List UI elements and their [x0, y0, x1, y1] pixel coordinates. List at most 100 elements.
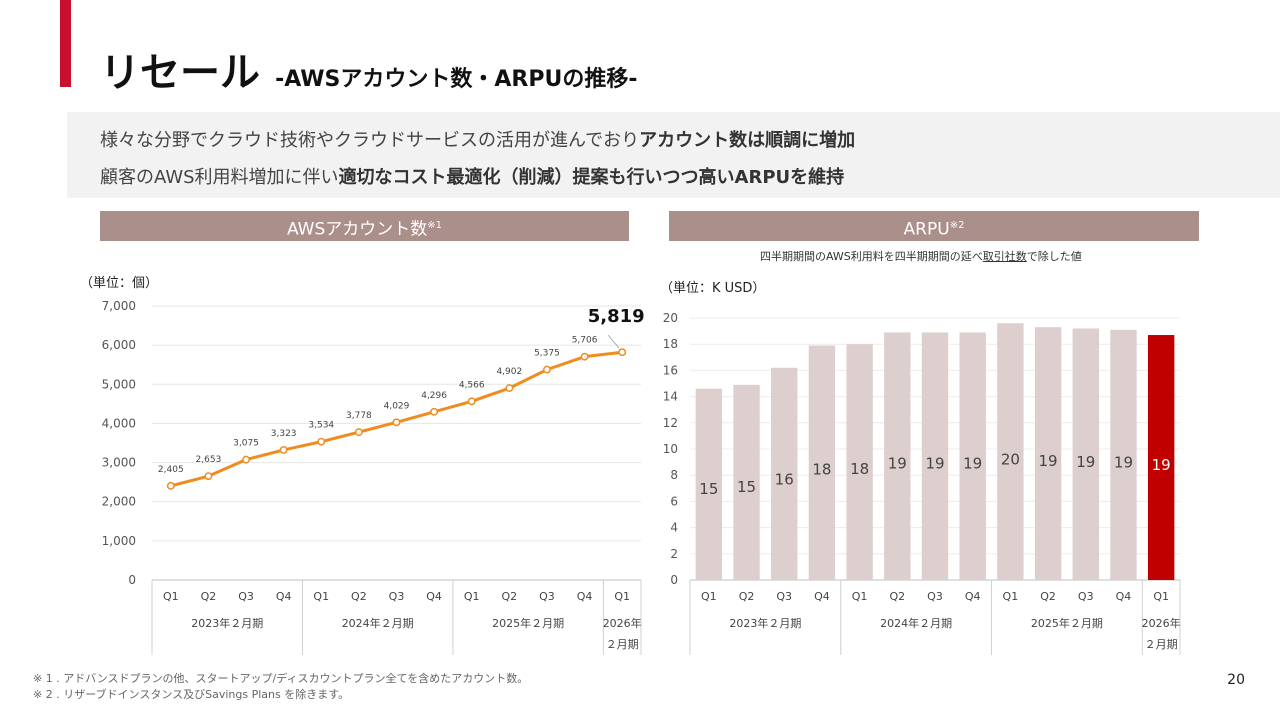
quarter-tick-label: Q4 — [965, 590, 981, 603]
arpu-data-label: 16 — [775, 471, 794, 489]
quarter-tick-label: Q2 — [201, 590, 217, 603]
y-tick-label: 5,000 — [102, 377, 136, 391]
summary-line-2: 顧客のAWS利用料増加に伴い適切なコスト最適化（削減）提案も行いつつ高いARPU… — [100, 163, 844, 189]
y-tick-label: 4 — [670, 521, 678, 535]
fiscal-year-label: 2025年２月期 — [1031, 616, 1103, 630]
quarter-tick-label: Q3 — [238, 590, 254, 603]
arpu-bar — [1072, 328, 1099, 580]
arpu-bar-chart: 0 2 4 6 8 10 12 14 16 18 20 15 15 16 18 18 19 19 19 20 19 19 1… — [663, 311, 1181, 655]
quarter-tick-label: Q4 — [577, 590, 593, 603]
quarter-tick-label: Q1 — [701, 590, 717, 603]
account-point — [505, 384, 514, 393]
y-tick-label: 7,000 — [102, 299, 136, 313]
account-point — [467, 397, 476, 406]
y-tick-label: 6,000 — [102, 338, 136, 352]
quarter-tick-label: Q1 — [1003, 590, 1019, 603]
quarter-tick-label: Q4 — [814, 590, 830, 603]
account-data-label: 2,653 — [196, 455, 222, 465]
quarter-tick-label: Q2 — [351, 590, 367, 603]
y-tick-label: 0 — [128, 573, 136, 587]
arpu-data-label: 15 — [737, 478, 756, 496]
arpu-data-label: 19 — [963, 455, 982, 473]
quarter-tick-label: Q1 — [464, 590, 480, 603]
account-point — [543, 365, 551, 374]
arpu-data-label: 19 — [888, 455, 907, 473]
y-tick-label: 12 — [663, 416, 678, 430]
account-point — [242, 455, 250, 464]
arpu-bar — [1034, 327, 1062, 580]
account-data-label: 5,706 — [572, 336, 598, 346]
quarter-tick-label: Q3 — [776, 590, 792, 603]
account-point — [430, 407, 439, 416]
summary-line-1-text: 様々な分野でクラウド技術やクラウドサービスの活用が進んでおり — [100, 130, 640, 151]
y-tick-label: 16 — [663, 363, 678, 377]
arpu-panel-title: ARPU — [903, 219, 950, 240]
arpu-bar — [884, 332, 911, 580]
account-data-label: 3,778 — [346, 411, 372, 421]
footnote-1: ※ 1 . アドバンスドプランの他、スタートアップ/ディスカウントプラン全てを含… — [33, 672, 529, 685]
highlight-data-label: 5,819 — [588, 306, 645, 327]
quarter-tick-label: Q4 — [1116, 590, 1132, 603]
fiscal-year-label: ２月期 — [1145, 638, 1178, 651]
account-data-label: 3,323 — [271, 429, 297, 439]
y-tick-label: 4,000 — [102, 416, 136, 430]
arpu-caption-post: で除した値 — [1026, 250, 1082, 263]
quarter-tick-label: Q1 — [614, 590, 630, 603]
fiscal-year-label: 2023年２月期 — [191, 616, 263, 630]
quarter-tick-label: Q2 — [1040, 590, 1056, 603]
y-tick-label: 14 — [663, 390, 678, 404]
account-point — [317, 437, 326, 446]
fiscal-year-label: 2023年２月期 — [729, 616, 801, 630]
quarter-tick-label: Q3 — [1078, 590, 1094, 603]
account-point — [166, 481, 175, 490]
summary-box: 様々な分野でクラウド技術やクラウドサービスの活用が進んでおりアカウント数は順調に… — [67, 112, 1280, 198]
y-tick-label: 18 — [663, 337, 678, 351]
footnote-2: ※ 2 . リザーブドインスタンス及びSavings Plans を除きます。 — [33, 688, 350, 701]
page-number: 20 — [1227, 672, 1245, 688]
account-point — [392, 418, 401, 427]
accounts-panel-note: ※1 — [427, 220, 443, 231]
quarter-tick-label: Q2 — [739, 590, 755, 603]
account-data-label: 2,405 — [158, 465, 184, 475]
summary-line-2-emphasis: 適切なコスト最適化（削減）提案も行いつつ高いARPUを維持 — [338, 167, 845, 188]
quarter-tick-label: Q3 — [389, 590, 405, 603]
quarter-tick-label: Q3 — [927, 590, 943, 603]
arpu-data-label: 20 — [1001, 450, 1020, 468]
summary-line-1: 様々な分野でクラウド技術やクラウドサービスの活用が進んでおりアカウント数は順調に… — [100, 126, 855, 152]
arpu-data-label: 19 — [1114, 453, 1133, 471]
account-data-label: 4,296 — [421, 391, 447, 401]
summary-line-2-text: 顧客のAWS利用料増加に伴い — [100, 167, 339, 188]
arpu-bar — [1110, 329, 1137, 580]
quarter-tick-label: Q3 — [539, 590, 555, 603]
quarter-tick-label: Q2 — [502, 590, 518, 603]
arpu-caption-underlined: 取引社数 — [982, 250, 1027, 263]
y-tick-label: 2 — [670, 547, 678, 561]
quarter-tick-label: Q1 — [163, 590, 179, 603]
arpu-bar — [808, 345, 836, 580]
quarter-tick-label: Q1 — [852, 590, 868, 603]
fiscal-year-label: 2024年２月期 — [342, 616, 414, 630]
summary-line-1-emphasis: アカウント数は順調に増加 — [639, 130, 856, 151]
fiscal-year-label: 2026年 — [603, 616, 642, 630]
fiscal-year-label: ２月期 — [606, 638, 639, 651]
quarter-tick-label: Q4 — [276, 590, 292, 603]
arpu-data-label: 19 — [1152, 456, 1171, 474]
arpu-bar — [771, 367, 798, 580]
arpu-unit-label: （単位：K USD） — [660, 281, 766, 296]
accounts-panel-header: AWSアカウント数※1 — [100, 211, 629, 241]
account-data-label: 3,534 — [308, 421, 334, 431]
account-point — [618, 348, 627, 357]
y-tick-label: 2,000 — [102, 495, 136, 509]
account-data-label: 3,075 — [233, 439, 259, 449]
arpu-caption: 四半期期間のAWS利用料を四半期期間の延べ取引社数で除した値 — [760, 248, 1082, 264]
y-tick-label: 10 — [663, 442, 678, 456]
arpu-caption-pre: 四半期期間のAWS利用料を四半期期間の延べ — [760, 250, 983, 263]
arpu-data-label: 15 — [699, 480, 718, 498]
arpu-bar — [1147, 335, 1175, 580]
arpu-bar — [733, 384, 760, 580]
account-data-label: 4,029 — [384, 401, 410, 411]
y-tick-label: 6 — [670, 494, 678, 508]
y-tick-label: 20 — [663, 311, 678, 325]
arpu-bar — [921, 332, 949, 580]
fiscal-year-label: 2024年２月期 — [880, 616, 952, 630]
